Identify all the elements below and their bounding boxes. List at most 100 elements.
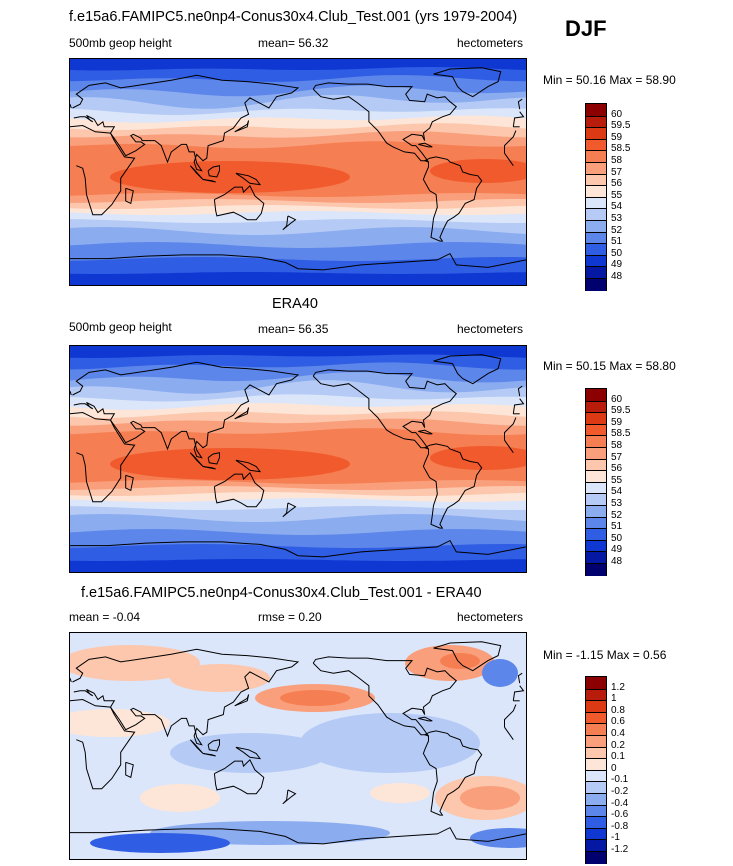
colorbar-tick-label: 58.5 — [611, 428, 631, 440]
colorbar-tick-label: 59 — [611, 416, 623, 428]
coastline — [504, 704, 517, 728]
coastline — [512, 398, 525, 414]
colorbar-swatch — [586, 231, 606, 245]
contour-band — [300, 713, 480, 773]
colorbar-tick-label: -0.6 — [611, 809, 629, 821]
coastline — [213, 471, 265, 508]
colorbar-swatch — [586, 412, 606, 425]
panel-obs-map — [69, 345, 527, 573]
colorbar-swatch — [586, 138, 606, 152]
colorbar-swatches — [585, 103, 607, 291]
colorbar-tick-label: 59.5 — [611, 405, 631, 417]
colorbar-swatch — [586, 804, 606, 818]
colorbar-tick-label: 57 — [611, 451, 623, 463]
map-canvas — [70, 346, 526, 572]
colorbar-tick-label: 56 — [611, 463, 623, 475]
colorbar-tick-label: 58 — [611, 155, 623, 166]
contour-band — [440, 653, 480, 669]
colorbar-swatch — [586, 688, 606, 702]
colorbar-tick-label: 60 — [611, 108, 623, 120]
colorbar-swatch — [586, 793, 606, 806]
panel-diff-map — [69, 632, 527, 860]
coastline — [70, 391, 72, 396]
coastline — [512, 685, 525, 701]
colorbar-swatch — [586, 243, 606, 256]
coastline — [70, 826, 526, 845]
coastline — [282, 789, 297, 805]
colorbar-swatch — [586, 528, 606, 541]
colorbar-swatch — [586, 458, 606, 472]
colorbar-swatch — [586, 220, 606, 233]
colorbar-swatches — [585, 676, 607, 864]
coastline — [418, 429, 433, 435]
colorbar-tick-label: 0 — [611, 762, 617, 774]
coastline — [234, 407, 250, 420]
coastline — [517, 98, 523, 110]
contour-band — [370, 783, 430, 803]
panel-diff-rmse: rmse = 0.20 — [258, 610, 322, 624]
colorbar-swatch — [586, 735, 606, 748]
colorbar-tick-label: -1.2 — [611, 844, 629, 855]
coastline — [70, 698, 136, 790]
coastline — [202, 753, 216, 757]
coastline — [504, 439, 514, 453]
coastline — [234, 120, 250, 133]
coastline — [202, 179, 216, 183]
coastline — [312, 656, 458, 737]
panel-diff-mean: mean = -0.04 — [69, 610, 141, 624]
panel-model-map — [69, 58, 527, 286]
panel-model-left-label: 500mb geop height — [69, 36, 172, 50]
contour-band — [170, 664, 270, 692]
coastline — [213, 758, 265, 795]
colorbar-swatch — [586, 851, 606, 864]
coastline — [512, 111, 525, 127]
colorbar-swatch — [586, 254, 606, 268]
coastline — [234, 694, 250, 707]
colorbar-tick-label: 55 — [611, 474, 623, 486]
colorbar-swatch — [586, 481, 606, 495]
colorbar-swatch — [586, 470, 606, 483]
panel-obs-minmax: Min = 50.15 Max = 58.80 — [543, 359, 676, 373]
coastline — [312, 369, 458, 450]
coastline — [433, 67, 502, 98]
coastline — [70, 104, 72, 109]
colorbar-swatch — [586, 516, 606, 530]
colorbar-swatch — [586, 266, 606, 279]
coastline — [70, 124, 136, 216]
panel-obs-left-label: 500mb geop height — [69, 320, 172, 334]
colorbar-tick-label: 50 — [611, 532, 623, 544]
coastline — [282, 215, 297, 231]
coastline — [433, 354, 502, 385]
colorbar-tick-label: 54 — [611, 201, 623, 213]
coastline — [422, 156, 483, 242]
contour-band — [470, 828, 526, 848]
colorbar-swatch — [586, 746, 606, 760]
coastline — [517, 385, 523, 397]
coastline — [207, 739, 220, 752]
colorbar-swatch — [586, 162, 606, 175]
colorbar-tick-label: 0.4 — [611, 728, 625, 739]
contour-band — [90, 833, 230, 853]
contour-band — [140, 784, 220, 812]
coastline — [72, 74, 300, 172]
colorbar-tick-label: 58.5 — [611, 143, 631, 155]
panel-model-minmax: Min = 50.16 Max = 58.90 — [543, 73, 676, 87]
colorbar-swatch — [586, 104, 606, 116]
colorbar-tick-label: 60 — [611, 393, 623, 405]
contour-band — [430, 159, 526, 183]
map-canvas — [70, 59, 526, 285]
colorbar-tick-label: 54 — [611, 486, 623, 498]
coastline — [418, 142, 433, 148]
coastline — [207, 165, 220, 178]
colorbar-swatch — [586, 150, 606, 163]
coastline — [517, 672, 523, 684]
coastline — [433, 641, 502, 672]
coastline — [70, 678, 72, 683]
coastline — [504, 726, 514, 740]
colorbar-tick-label: -0.2 — [611, 786, 629, 797]
colorbar-swatch — [586, 711, 606, 725]
colorbar-swatches — [585, 388, 607, 576]
colorbar-tick-label: 53 — [611, 213, 623, 224]
coastline — [207, 452, 220, 465]
colorbar-tick-label: 49 — [611, 259, 623, 271]
